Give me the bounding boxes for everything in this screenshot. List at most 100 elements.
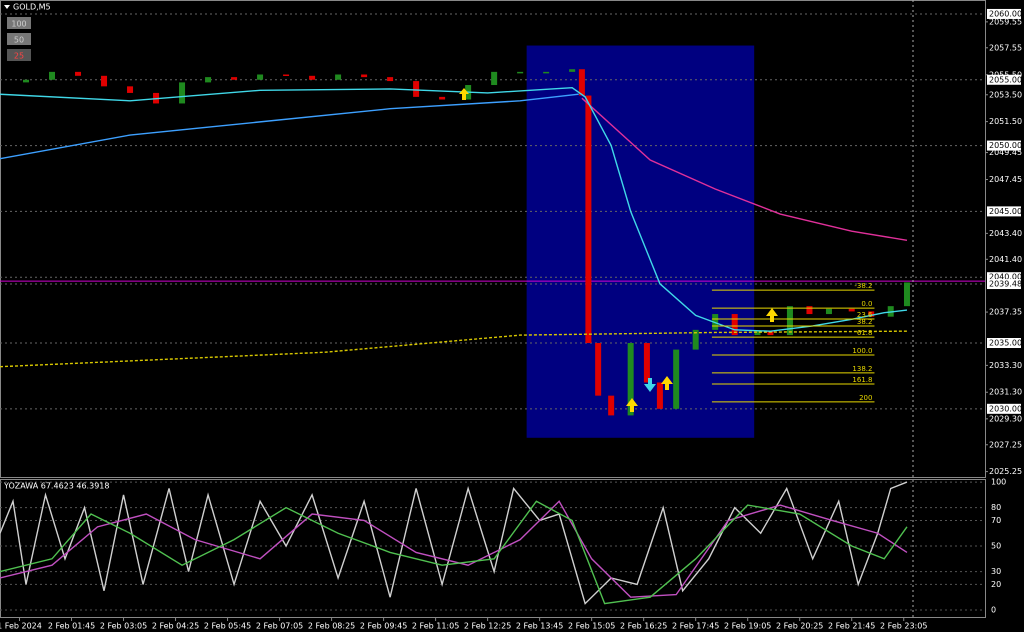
y-tick-label: 2051.50 (989, 117, 1022, 126)
y-tick-label: 2060.00 (989, 9, 1022, 18)
candle (335, 74, 342, 80)
symbol-label: GOLD,M5 (13, 3, 51, 12)
fib-label: 23.6 (857, 311, 873, 319)
x-tick-label: 2 Feb 05:45 (204, 622, 251, 631)
y-tick-label: 2055.50 (989, 70, 1022, 79)
y-tick-label: 2059.55 (989, 17, 1022, 26)
line-series (0, 330, 907, 368)
candle (627, 343, 634, 416)
y-tick-label: 70 (991, 516, 1001, 525)
button-label[interactable]: 100 (11, 20, 26, 29)
candle (825, 308, 832, 315)
y-tick-label: 2029.30 (989, 414, 1022, 423)
y-tick-label: 2053.50 (989, 90, 1022, 99)
y-tick-label: 2043.40 (989, 229, 1022, 238)
y-tick-label: 2037.35 (989, 308, 1022, 317)
candle (361, 74, 368, 78)
zoom-buttons: 100 50 25 (7, 17, 31, 61)
candle (49, 71, 56, 80)
candle (309, 75, 316, 80)
candle (231, 77, 238, 80)
candle (23, 79, 30, 83)
x-tick-label: 2 Feb 19:05 (724, 622, 771, 631)
menu-arrow[interactable] (4, 5, 10, 9)
y-tick-label: 2050.00 (989, 141, 1022, 150)
x-tick-label: 2 Feb 01:45 (48, 622, 95, 631)
candle (673, 349, 680, 409)
y-tick-label: 30 (991, 567, 1001, 576)
fib-label: -38.2 (854, 282, 872, 290)
candle (205, 77, 212, 83)
price-box (987, 74, 1021, 85)
fib-label: 100.0 (852, 347, 872, 355)
candle (543, 71, 550, 74)
x-tick-label: 2 Feb 17:45 (672, 622, 719, 631)
price-box (987, 279, 1021, 290)
x-tick-label: 2 Feb 23:05 (880, 622, 927, 631)
indicator-panel-border (0, 479, 986, 618)
x-tick-label: 2 Feb 13:45 (516, 622, 563, 631)
candle (848, 308, 855, 312)
candle (517, 71, 524, 74)
candle (101, 75, 108, 87)
y-tick-label: 2041.40 (989, 255, 1022, 264)
fib-label: 200 (859, 394, 872, 402)
y-tick-label: 50 (991, 542, 1001, 551)
y-tick-label: 2057.55 (989, 43, 1022, 52)
fib-label: 0.0 (861, 300, 872, 308)
fib-label: 161.8 (852, 376, 872, 384)
button[interactable] (7, 17, 31, 29)
candle (413, 81, 420, 97)
candle (608, 395, 615, 416)
candle (179, 82, 186, 104)
button[interactable] (7, 33, 31, 45)
button-label[interactable]: 50 (14, 36, 24, 45)
y-tick-label: 2035.00 (989, 339, 1022, 348)
candle (754, 331, 761, 336)
y-tick-label: 2047.45 (989, 175, 1022, 184)
candle (585, 95, 592, 344)
y-tick-label: 0 (991, 605, 996, 614)
price-box (987, 272, 1021, 283)
candle (257, 74, 264, 80)
x-tick-label: 2 Feb 21:45 (828, 622, 875, 631)
x-tick-label: 2 Feb 16:25 (620, 622, 667, 631)
price-box (987, 338, 1021, 349)
button-label[interactable]: 25 (14, 52, 24, 61)
fib-label: 138.2 (852, 365, 872, 373)
x-tick-label: 2 Feb 15:05 (568, 622, 615, 631)
line-series (0, 86, 908, 332)
y-tick-label: 20 (991, 580, 1001, 589)
line-series (581, 97, 908, 242)
price-box (987, 8, 1021, 19)
y-tick-label: 2040.00 (989, 273, 1022, 282)
y-tick-label: 80 (991, 503, 1001, 512)
button[interactable] (7, 49, 31, 61)
price-box (987, 140, 1021, 151)
x-tick-label: 2 Feb 08:25 (308, 622, 355, 631)
candle (595, 343, 602, 396)
y-tick-label: 100 (991, 478, 1006, 487)
y-tick-label: 2030.00 (989, 404, 1022, 413)
x-tick-label: 2 Feb 03:05 (100, 622, 147, 631)
arrow-up (626, 398, 638, 412)
x-tick-label: 2 Feb 07:05 (256, 622, 303, 631)
line-series (0, 500, 908, 605)
x-tick-label: 1 Feb 2024 (0, 622, 42, 631)
candle (578, 69, 585, 96)
y-tick-label: 2055.00 (989, 75, 1022, 84)
y-tick-label: 2027.25 (989, 440, 1022, 449)
highlight-box (526, 45, 755, 438)
candle (569, 69, 576, 72)
candle (692, 329, 699, 350)
candle (767, 331, 774, 336)
oscillator-plot (0, 481, 985, 611)
line-series (0, 500, 908, 598)
x-tick-label: 2 Feb 12:25 (464, 622, 511, 631)
arrow-down (644, 378, 656, 392)
candle (491, 71, 498, 86)
candle (439, 96, 446, 100)
candle (127, 86, 134, 93)
